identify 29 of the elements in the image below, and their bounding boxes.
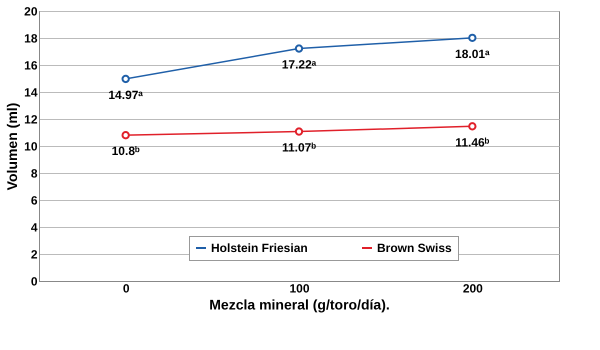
y-tick-label: 4 [30,220,38,234]
x-tick-label: 0 [122,282,130,296]
x-tick-label: 200 [462,282,484,296]
x-tick-label: 100 [289,282,310,296]
data-label: 18.01ᵃ [455,46,490,61]
y-tick-label: 20 [24,4,38,18]
y-axis-title: Volumen (ml) [4,102,20,190]
y-tick-label: 12 [24,112,38,126]
legend-label: Brown Swiss [377,241,452,255]
point [122,131,130,140]
data-label: 10.8ᵇ [112,144,140,158]
data-label: 17.22ᵃ [282,58,317,72]
y-tick-label: 8 [30,166,38,180]
y-tick-label: 18 [24,32,38,46]
y-tick-label: 16 [24,58,38,72]
data-label: 11.46ᵇ [455,135,490,150]
data-label: 11.07ᵇ [282,140,316,155]
data-label: 14.97ᵃ [108,88,144,102]
point [122,74,130,84]
point [468,122,476,130]
y-tick-label: 14 [24,86,38,100]
y-tick-label: 2 [30,248,38,262]
y-tick-label: 10 [24,140,38,154]
point [468,34,476,42]
legend-label: Holstein Friesian [211,241,308,255]
x-axis-title: Mezcla mineral (g/toro/día). [209,296,390,312]
y-tick-label: 6 [30,194,38,208]
point [294,127,304,136]
point [294,44,304,53]
